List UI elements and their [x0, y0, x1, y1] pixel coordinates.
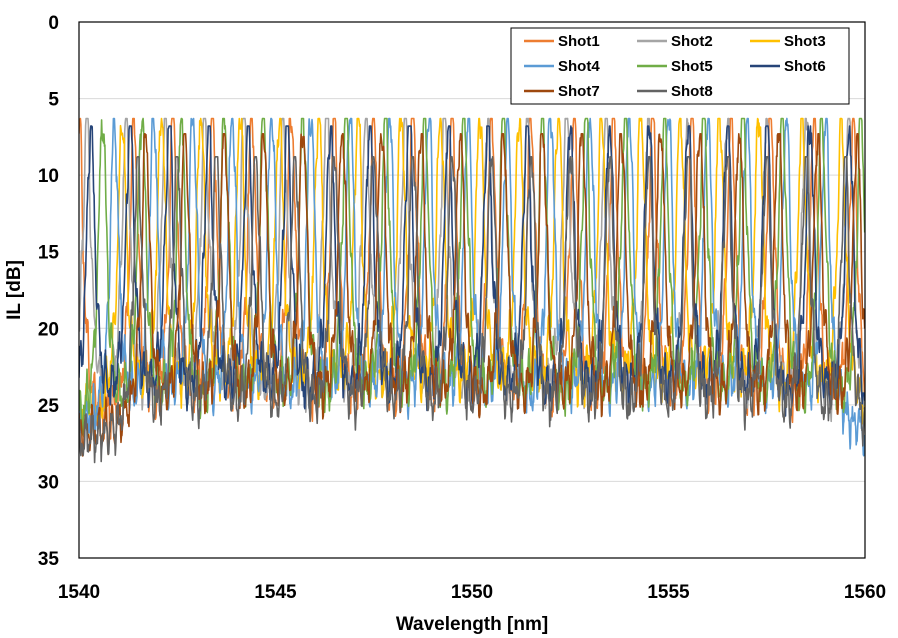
y-tick-label: 35 — [38, 549, 60, 570]
legend-label: Shot7 — [558, 83, 600, 100]
y-tick-label: 25 — [38, 396, 60, 417]
x-tick-label: 1555 — [647, 582, 690, 603]
y-tick-label: 10 — [38, 166, 59, 187]
legend-label: Shot6 — [784, 58, 826, 75]
y-axis-ticks: 0 5 10 15 20 25 30 35 — [38, 13, 60, 570]
legend-label: Shot2 — [671, 33, 713, 50]
x-tick-label: 1545 — [254, 582, 297, 603]
series-line-shot8 — [79, 156, 865, 464]
x-tick-label: 1560 — [844, 582, 886, 603]
y-tick-label: 0 — [48, 13, 59, 34]
x-tick-label: 1550 — [451, 582, 493, 603]
legend-label: Shot4 — [558, 58, 600, 75]
legend: Shot1 Shot2 Shot3 Shot4 Shot5 Shot6 Shot7 Shot8 — [510, 27, 850, 105]
legend-label: Shot1 — [558, 33, 600, 50]
x-axis-ticks: 1540 1545 1550 1555 1560 — [58, 582, 886, 603]
series-line-shot7 — [79, 133, 865, 457]
legend-label: Shot5 — [671, 58, 713, 75]
x-axis-title: Wavelength [nm] — [396, 614, 548, 635]
legend-label: Shot3 — [784, 33, 826, 50]
x-tick-label: 1540 — [58, 582, 100, 603]
y-tick-label: 15 — [38, 243, 60, 264]
y-tick-label: 30 — [38, 472, 59, 493]
gridlines — [79, 98, 865, 482]
y-tick-label: 5 — [48, 90, 59, 111]
y-axis-title: IL [dB] — [4, 260, 25, 320]
plot-area — [79, 117, 865, 464]
plot-frame — [78, 21, 866, 559]
series-line-shot4 — [79, 117, 865, 457]
legend-label: Shot8 — [671, 83, 713, 100]
legend-box — [510, 27, 850, 105]
y-tick-label: 20 — [38, 319, 59, 340]
